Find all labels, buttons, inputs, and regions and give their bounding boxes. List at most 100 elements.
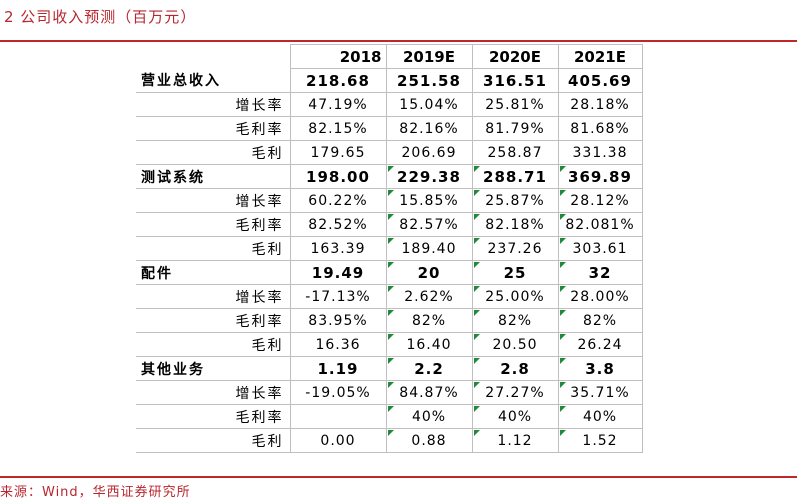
- value-cell: 32: [557, 260, 643, 285]
- metric-label: 增长率: [136, 92, 291, 117]
- table-row: 增长率 -19.05% 84.87% 27.27% 35.71%: [136, 380, 643, 405]
- value-cell: 1.52: [557, 428, 643, 453]
- table-row: 毛利 0.00 0.88 1.12 1.52: [136, 428, 643, 453]
- value-cell: 40%: [385, 404, 473, 429]
- value-cell: 20.50: [471, 332, 559, 357]
- revenue-forecast-table: 2018 2019E 2020E 2021E 营业总收入 218.68 251.58…: [136, 44, 643, 453]
- table-row: 增长率 -17.13% 2.62% 25.00% 28.00%: [136, 284, 643, 309]
- value-cell: 251.58: [385, 68, 473, 93]
- value-cell: 163.39: [289, 236, 387, 261]
- value-cell: 15.04%: [385, 92, 473, 117]
- value-cell: 25.81%: [471, 92, 559, 117]
- metric-label: 毛利率: [136, 212, 291, 237]
- table-row: 测试系统 198.00 229.38 288.71 369.89: [136, 164, 643, 189]
- value-cell: 258.87: [471, 140, 559, 165]
- metric-label: 增长率: [136, 188, 291, 213]
- value-cell: 206.69: [385, 140, 473, 165]
- table-row: 毛利 163.39 189.40 237.26 303.61: [136, 236, 643, 261]
- value-cell: 28.00%: [557, 284, 643, 309]
- metric-label: 增长率: [136, 284, 291, 309]
- value-cell: 237.26: [471, 236, 559, 261]
- table-row: 毛利率 40% 40% 40%: [136, 404, 643, 429]
- table-row: 配件 19.49 20 25 32: [136, 260, 643, 285]
- value-cell: 82.18%: [471, 212, 559, 237]
- table-row: 营业总收入 218.68 251.58 316.51 405.69: [136, 68, 643, 93]
- value-cell: 1.12: [471, 428, 559, 453]
- metric-label: 毛利率: [136, 404, 291, 429]
- value-cell: 81.79%: [471, 116, 559, 141]
- value-cell: 179.65: [289, 140, 387, 165]
- value-cell: 0.88: [385, 428, 473, 453]
- value-cell: 83.95%: [289, 308, 387, 333]
- table-row: 毛利率 82.52% 82.57% 82.18% 82.081%: [136, 212, 643, 237]
- value-cell: 82.16%: [385, 116, 473, 141]
- value-cell: -17.13%: [289, 284, 387, 309]
- value-cell: 82%: [471, 308, 559, 333]
- bottom-rule: [0, 476, 797, 478]
- value-cell: 82.57%: [385, 212, 473, 237]
- value-cell: 189.40: [385, 236, 473, 261]
- category-label: 营业总收入: [136, 68, 291, 93]
- column-header-2018: 2018: [289, 44, 387, 69]
- value-cell: [289, 404, 387, 429]
- value-cell: 288.71: [471, 164, 559, 189]
- value-cell: 28.18%: [557, 92, 643, 117]
- table-row: 毛利率 83.95% 82% 82% 82%: [136, 308, 643, 333]
- value-cell: 3.8: [557, 356, 643, 381]
- value-cell: 84.87%: [385, 380, 473, 405]
- value-cell: 28.12%: [557, 188, 643, 213]
- value-cell: 60.22%: [289, 188, 387, 213]
- value-cell: 47.19%: [289, 92, 387, 117]
- column-header-2019e: 2019E: [385, 44, 473, 69]
- metric-label: 毛利: [136, 332, 291, 357]
- value-cell: 15.85%: [385, 188, 473, 213]
- value-cell: 27.27%: [471, 380, 559, 405]
- value-cell: 331.38: [557, 140, 643, 165]
- metric-label: 增长率: [136, 380, 291, 405]
- value-cell: 20: [385, 260, 473, 285]
- table-row: 毛利 16.36 16.40 20.50 26.24: [136, 332, 643, 357]
- value-cell: -19.05%: [289, 380, 387, 405]
- value-cell: 229.38: [385, 164, 473, 189]
- table-row: 毛利率 82.15% 82.16% 81.79% 81.68%: [136, 116, 643, 141]
- value-cell: 82%: [385, 308, 473, 333]
- top-rule: [0, 40, 797, 42]
- column-header-2021e: 2021E: [557, 44, 643, 69]
- metric-label: 毛利: [136, 428, 291, 453]
- value-cell: 82%: [557, 308, 643, 333]
- value-cell: 218.68: [289, 68, 387, 93]
- metric-label: 毛利: [136, 140, 291, 165]
- value-cell: 81.68%: [557, 116, 643, 141]
- value-cell: 1.19: [289, 356, 387, 381]
- metric-label: 毛利: [136, 236, 291, 261]
- category-label: 测试系统: [136, 164, 291, 189]
- value-cell: 16.40: [385, 332, 473, 357]
- metric-label: 毛利率: [136, 308, 291, 333]
- category-label: 配件: [136, 260, 291, 285]
- value-cell: 35.71%: [557, 380, 643, 405]
- value-cell: 25.00%: [471, 284, 559, 309]
- table-row: 其他业务 1.19 2.2 2.8 3.8: [136, 356, 643, 381]
- value-cell: 303.61: [557, 236, 643, 261]
- value-cell: 316.51: [471, 68, 559, 93]
- value-cell: 369.89: [557, 164, 643, 189]
- table-row: 增长率 60.22% 15.85% 25.87% 28.12%: [136, 188, 643, 213]
- value-cell: 26.24: [557, 332, 643, 357]
- metric-label: 毛利率: [136, 116, 291, 141]
- value-cell: 25.87%: [471, 188, 559, 213]
- table-row: 毛利 179.65 206.69 258.87 331.38: [136, 140, 643, 165]
- source-note: 来源：Wind，华西证券研究所: [0, 485, 191, 500]
- value-cell: 40%: [557, 404, 643, 429]
- value-cell: 82.081%: [557, 212, 643, 237]
- value-cell: 82.52%: [289, 212, 387, 237]
- value-cell: 2.8: [471, 356, 559, 381]
- value-cell: 25: [471, 260, 559, 285]
- table-row: 增长率 47.19% 15.04% 25.81% 28.18%: [136, 92, 643, 117]
- header-blank-cell: [136, 44, 291, 69]
- value-cell: 405.69: [557, 68, 643, 93]
- category-label: 其他业务: [136, 356, 291, 381]
- value-cell: 82.15%: [289, 116, 387, 141]
- value-cell: 40%: [471, 404, 559, 429]
- table-title: 2 公司收入预测（百万元）: [4, 8, 197, 26]
- value-cell: 0.00: [289, 428, 387, 453]
